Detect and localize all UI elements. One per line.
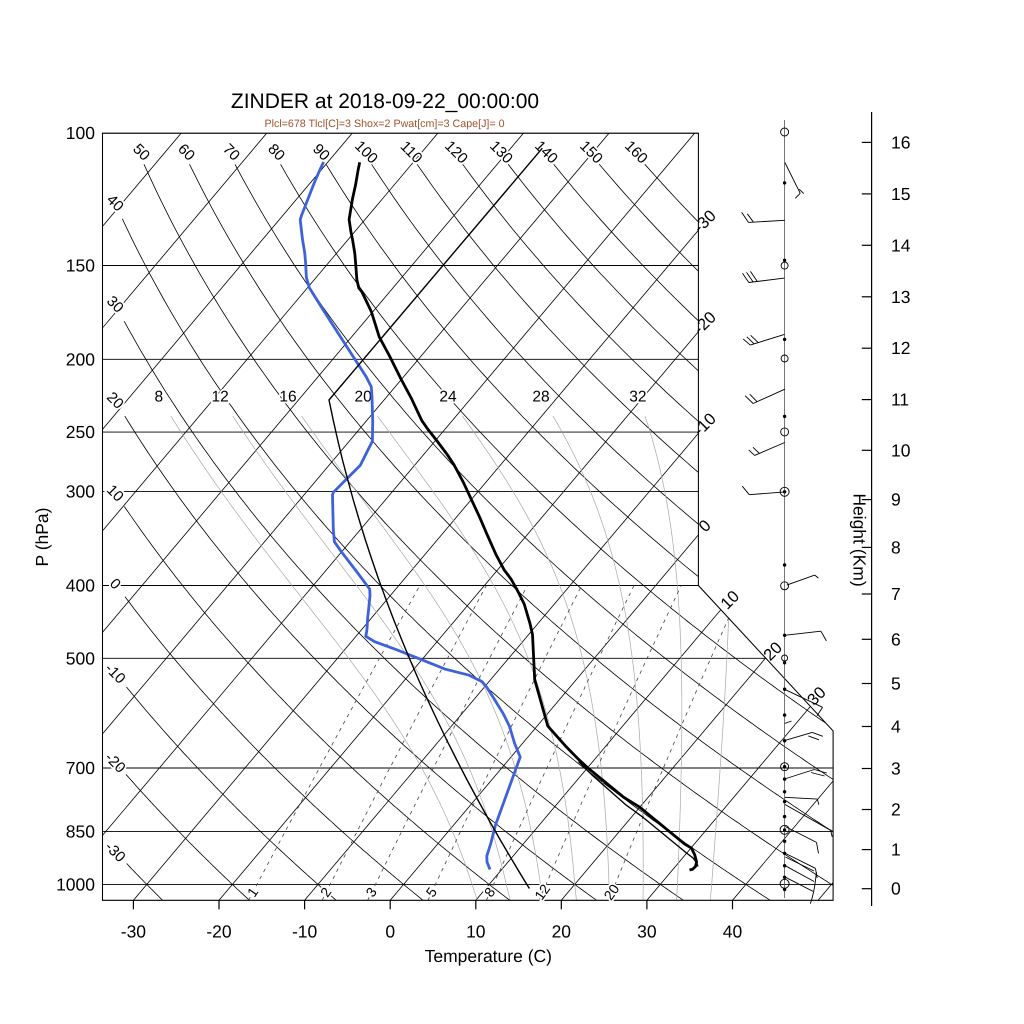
svg-text:3: 3	[891, 759, 901, 779]
svg-text:15: 15	[891, 184, 910, 204]
svg-text:1000: 1000	[56, 874, 95, 894]
svg-text:0: 0	[891, 879, 901, 899]
svg-text:9: 9	[891, 490, 901, 510]
svg-text:6: 6	[891, 629, 901, 649]
svg-text:400: 400	[66, 576, 95, 596]
svg-text:300: 300	[66, 482, 95, 502]
svg-text:-30: -30	[121, 921, 147, 941]
svg-text:14: 14	[891, 235, 911, 255]
svg-text:7: 7	[891, 584, 901, 604]
svg-text:Height (Km): Height (Km)	[850, 493, 870, 586]
svg-text:16: 16	[279, 388, 296, 405]
svg-text:28: 28	[532, 388, 549, 405]
svg-text:P (hPa): P (hPa)	[32, 507, 52, 566]
svg-text:20: 20	[354, 388, 372, 405]
svg-text:12: 12	[211, 388, 228, 405]
svg-text:4: 4	[891, 717, 901, 737]
svg-text:12: 12	[891, 338, 910, 358]
svg-text:-10: -10	[292, 921, 318, 941]
svg-text:5: 5	[891, 674, 901, 694]
svg-text:32: 32	[629, 388, 646, 405]
svg-text:11: 11	[891, 390, 909, 410]
svg-text:1: 1	[891, 840, 901, 860]
svg-text:0: 0	[385, 921, 395, 941]
svg-text:8: 8	[154, 388, 163, 405]
svg-text:-20: -20	[206, 921, 232, 941]
svg-text:Temperature (C): Temperature (C)	[425, 946, 552, 966]
svg-text:250: 250	[66, 422, 95, 442]
svg-text:16: 16	[891, 132, 910, 152]
svg-text:100: 100	[66, 123, 95, 143]
svg-text:2: 2	[891, 800, 901, 820]
svg-text:8: 8	[891, 537, 901, 557]
svg-text:200: 200	[66, 349, 95, 369]
svg-text:10: 10	[891, 440, 911, 460]
svg-text:40: 40	[723, 921, 743, 941]
svg-text:700: 700	[66, 758, 95, 778]
svg-text:500: 500	[66, 648, 95, 668]
svg-text:24: 24	[439, 388, 457, 405]
svg-text:30: 30	[637, 921, 657, 941]
svg-text:13: 13	[891, 287, 910, 307]
svg-text:Plcl=678 Tlcl[C]=3 Shox=2 Pwat: Plcl=678 Tlcl[C]=3 Shox=2 Pwat[cm]=3 Cap…	[264, 118, 504, 130]
svg-text:ZINDER at 2018-09-22_00:00:00: ZINDER at 2018-09-22_00:00:00	[231, 90, 539, 113]
svg-text:10: 10	[466, 921, 486, 941]
svg-text:150: 150	[66, 256, 95, 276]
svg-text:20: 20	[552, 921, 572, 941]
svg-text:850: 850	[66, 821, 95, 841]
